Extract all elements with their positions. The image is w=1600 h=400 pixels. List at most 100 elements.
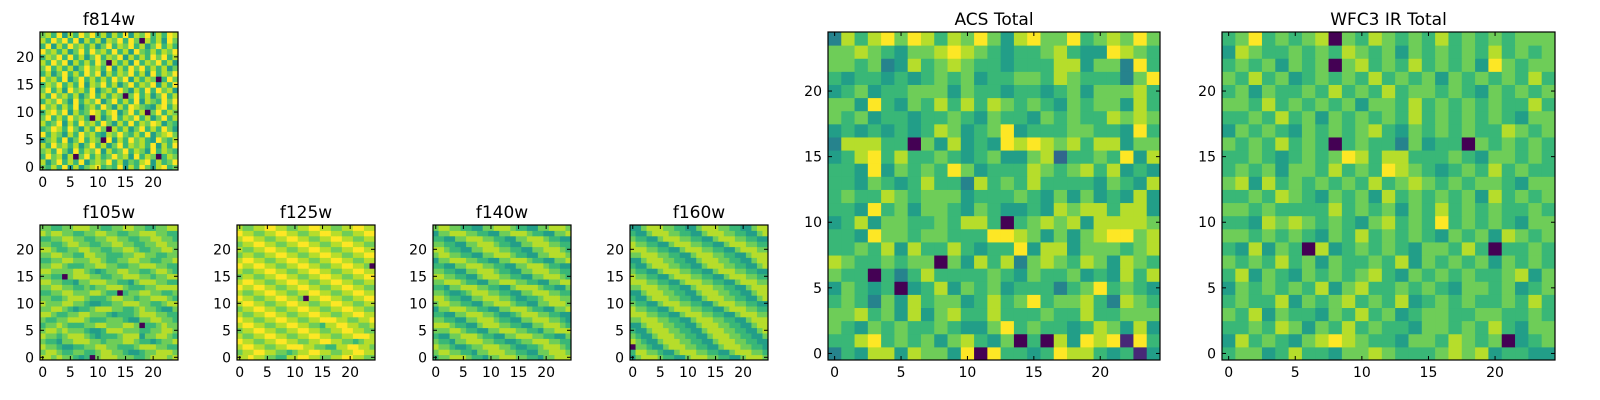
heatmap-cell bbox=[117, 147, 124, 154]
heatmap-cell bbox=[712, 343, 719, 350]
heatmap-cell bbox=[84, 103, 91, 110]
heatmap-cell bbox=[841, 45, 856, 59]
heatmap-cell bbox=[679, 279, 686, 285]
heatmap-cell bbox=[1133, 176, 1148, 190]
heatmap-cell bbox=[471, 306, 478, 312]
heatmap-cell bbox=[657, 343, 664, 350]
heatmap-cell bbox=[150, 295, 157, 302]
heatmap-cell bbox=[84, 136, 91, 143]
heatmap-cell bbox=[172, 257, 179, 264]
heatmap-cell bbox=[336, 333, 343, 339]
heatmap-cell bbox=[1133, 32, 1148, 46]
heatmap-cell bbox=[1381, 268, 1396, 282]
heatmap-cell bbox=[1027, 150, 1041, 164]
heatmap-cell bbox=[515, 316, 522, 323]
heatmap-cell bbox=[341, 225, 348, 231]
heatmap-cell bbox=[729, 273, 736, 280]
heatmap-cell bbox=[84, 37, 91, 44]
heatmap-cell bbox=[275, 273, 282, 280]
heatmap-cell bbox=[150, 65, 157, 72]
heatmap-cell bbox=[308, 230, 315, 237]
heatmap-cell bbox=[275, 311, 282, 318]
x-tick-label: 5 bbox=[897, 365, 906, 381]
heatmap-cell bbox=[907, 97, 922, 112]
heatmap-cell bbox=[630, 295, 637, 302]
heatmap-cell bbox=[314, 338, 321, 345]
heatmap-cell bbox=[635, 230, 642, 237]
heatmap-cell bbox=[45, 295, 52, 302]
heatmap-cell bbox=[723, 316, 730, 323]
heatmap-cell bbox=[1080, 255, 1095, 269]
heatmap-cell bbox=[117, 327, 124, 334]
heatmap-cell bbox=[712, 289, 719, 296]
heatmap-cell bbox=[95, 43, 102, 50]
heatmap-cell bbox=[537, 289, 544, 296]
heatmap-cell bbox=[89, 87, 96, 94]
heatmap-cell bbox=[548, 268, 555, 275]
heatmap-cell bbox=[1235, 71, 1250, 85]
heatmap-cell bbox=[674, 235, 681, 242]
heatmap-cell bbox=[841, 202, 856, 217]
heatmap-cell bbox=[521, 252, 528, 258]
heatmap-cell bbox=[270, 230, 277, 237]
heatmap-cell bbox=[67, 59, 74, 66]
heatmap-cell bbox=[363, 246, 370, 253]
heatmap-cell bbox=[286, 311, 293, 318]
heatmap-cell bbox=[723, 338, 730, 345]
heatmap-cell bbox=[281, 300, 288, 307]
heatmap-cell bbox=[438, 252, 445, 258]
heatmap-cell bbox=[751, 338, 758, 345]
heatmap-cell bbox=[139, 70, 146, 77]
heatmap-cell bbox=[128, 311, 135, 318]
heatmap-cell bbox=[718, 279, 725, 285]
heatmap-cell bbox=[303, 273, 310, 280]
heatmap-cell bbox=[1461, 255, 1476, 269]
heatmap-cell bbox=[40, 349, 47, 356]
heatmap-cell bbox=[1248, 333, 1263, 348]
heatmap-cell bbox=[433, 311, 440, 318]
heatmap-cell bbox=[493, 235, 500, 242]
heatmap-cell bbox=[161, 103, 168, 110]
heatmap-cell bbox=[1027, 176, 1041, 190]
heatmap-cell bbox=[1435, 294, 1449, 309]
heatmap-cell bbox=[635, 300, 642, 307]
heatmap-cell bbox=[144, 120, 151, 127]
heatmap-cell bbox=[1040, 320, 1055, 335]
heatmap-cell bbox=[172, 37, 179, 44]
heatmap-cell bbox=[111, 158, 118, 165]
heatmap-cell bbox=[67, 109, 74, 116]
heatmap-cell bbox=[881, 110, 895, 125]
heatmap-cell bbox=[532, 333, 539, 339]
heatmap-cell bbox=[1395, 150, 1409, 164]
heatmap-cell bbox=[352, 306, 359, 312]
heatmap-cell bbox=[1328, 71, 1343, 85]
heatmap-cell bbox=[1040, 58, 1055, 72]
heatmap-cell bbox=[139, 230, 146, 237]
heatmap-cell bbox=[1120, 32, 1134, 46]
heatmap-cell bbox=[438, 246, 445, 253]
heatmap-cell bbox=[89, 333, 96, 339]
heatmap-cell bbox=[56, 81, 63, 88]
heatmap-cell bbox=[1013, 215, 1028, 230]
heatmap-cell bbox=[1222, 71, 1236, 85]
heatmap-cell bbox=[690, 322, 697, 329]
heatmap-cell bbox=[1093, 215, 1108, 230]
heatmap-cell bbox=[347, 333, 354, 339]
heatmap-cell bbox=[253, 279, 260, 285]
heatmap-cell bbox=[122, 235, 129, 242]
heatmap-cell bbox=[1381, 189, 1396, 204]
heatmap-cell bbox=[172, 131, 179, 138]
heatmap-cell bbox=[95, 59, 102, 66]
heatmap-cell bbox=[987, 97, 1002, 112]
heatmap-cell bbox=[510, 295, 517, 302]
heatmap-cell bbox=[1261, 150, 1276, 164]
heatmap-cell bbox=[543, 246, 550, 253]
heatmap-cell bbox=[477, 257, 484, 264]
heatmap-cell bbox=[1053, 268, 1068, 282]
heatmap-cell bbox=[1528, 58, 1543, 72]
heatmap-cell bbox=[974, 202, 988, 217]
heatmap-cell bbox=[1421, 346, 1436, 361]
heatmap-cell bbox=[854, 110, 869, 125]
heatmap-cell bbox=[920, 294, 935, 309]
heatmap-cell bbox=[1288, 123, 1303, 138]
